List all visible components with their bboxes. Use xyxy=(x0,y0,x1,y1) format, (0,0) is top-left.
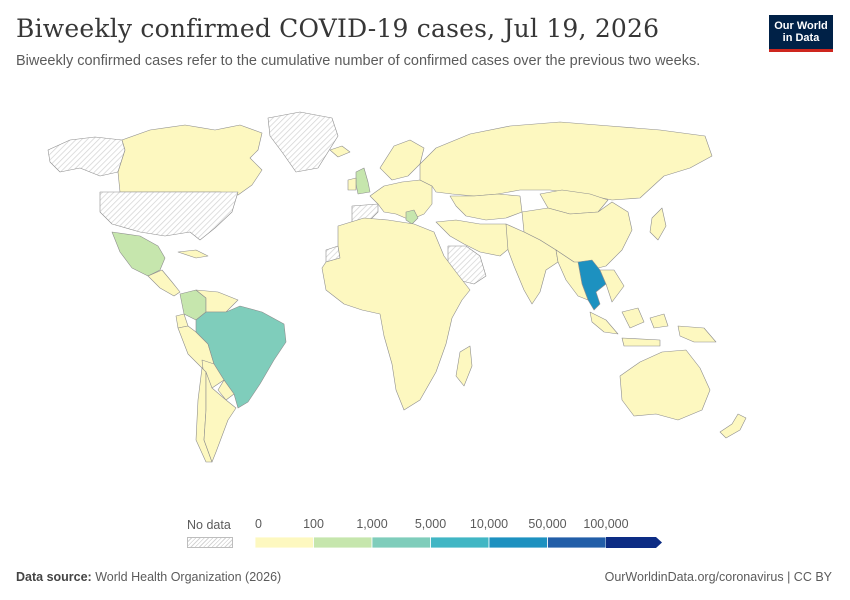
legend-tick-label: 50,000 xyxy=(528,517,566,531)
region-mexico[interactable] xyxy=(111,231,166,277)
legend-tick-label: 5,000 xyxy=(415,517,446,531)
legend-bin-1[interactable] xyxy=(313,536,373,549)
region-papua-new-guinea[interactable] xyxy=(677,325,717,343)
page-title: Biweekly confirmed COVID-19 cases, Jul 1… xyxy=(16,14,660,43)
legend-bin-6[interactable] xyxy=(606,537,662,548)
region-japan[interactable] xyxy=(649,207,667,241)
region-central-america[interactable] xyxy=(147,269,181,297)
data-source-link[interactable]: World Health Organization (2026) xyxy=(95,570,282,584)
legend-tick-label: 1,000 xyxy=(356,517,387,531)
region-africa[interactable] xyxy=(321,217,471,411)
legend-bin-2[interactable] xyxy=(371,536,431,549)
logo-line-1: Our World xyxy=(774,20,828,32)
region-new-zealand[interactable] xyxy=(719,413,747,439)
legend-tick-label: 0 xyxy=(255,517,262,531)
region-greece[interactable] xyxy=(405,209,419,225)
region-europe[interactable] xyxy=(369,179,433,221)
region-scandinavia[interactable] xyxy=(379,139,425,181)
legend-bin-4[interactable] xyxy=(488,536,548,549)
region-argentina[interactable] xyxy=(203,371,237,463)
region-brazil[interactable] xyxy=(195,305,287,409)
region-cuba[interactable] xyxy=(177,249,209,259)
region-ireland[interactable] xyxy=(347,177,357,191)
region-madagascar[interactable] xyxy=(455,345,473,387)
region-india[interactable] xyxy=(505,223,559,305)
legend-bin-5[interactable] xyxy=(547,536,607,549)
region-alaska[interactable] xyxy=(47,136,126,177)
footer-url[interactable]: OurWorldinData.org/coronavirus | CC BY xyxy=(604,570,832,584)
region-canada[interactable] xyxy=(117,124,263,196)
region-indonesia[interactable] xyxy=(589,307,669,347)
legend-tick-label: 10,000 xyxy=(470,517,508,531)
logo-line-2: in Data xyxy=(782,32,820,44)
region-spain-portugal[interactable] xyxy=(351,203,379,223)
owid-logo[interactable]: Our World in Data xyxy=(769,15,833,52)
region-kazakhstan[interactable] xyxy=(449,193,523,221)
region-united-kingdom[interactable] xyxy=(355,167,371,195)
region-australia[interactable] xyxy=(619,349,711,421)
data-source-label: Data source: xyxy=(16,570,92,584)
region-united-states[interactable] xyxy=(99,191,239,241)
region-ecuador[interactable] xyxy=(175,313,189,329)
region-iceland[interactable] xyxy=(329,145,351,158)
data-source: Data source: World Health Organization (… xyxy=(16,570,281,584)
legend-tick-label: 100,000 xyxy=(583,517,628,531)
world-map[interactable] xyxy=(0,105,850,505)
region-middle-east[interactable] xyxy=(435,219,513,257)
legend-color-scale: 0 100 1,000 5,000 10,000 50,000 100,000 xyxy=(254,517,662,549)
legend-no-data-swatch[interactable] xyxy=(187,537,233,548)
region-greenland[interactable] xyxy=(267,111,339,173)
legend-bin-3[interactable] xyxy=(430,536,490,549)
legend-bin-0[interactable] xyxy=(254,536,314,549)
page-subtitle: Biweekly confirmed cases refer to the cu… xyxy=(16,53,701,69)
legend-tick-label: 100 xyxy=(303,517,324,531)
region-russia[interactable] xyxy=(419,121,713,201)
legend-no-data-label: No data xyxy=(187,518,231,532)
region-southeast-asia[interactable] xyxy=(555,249,625,303)
